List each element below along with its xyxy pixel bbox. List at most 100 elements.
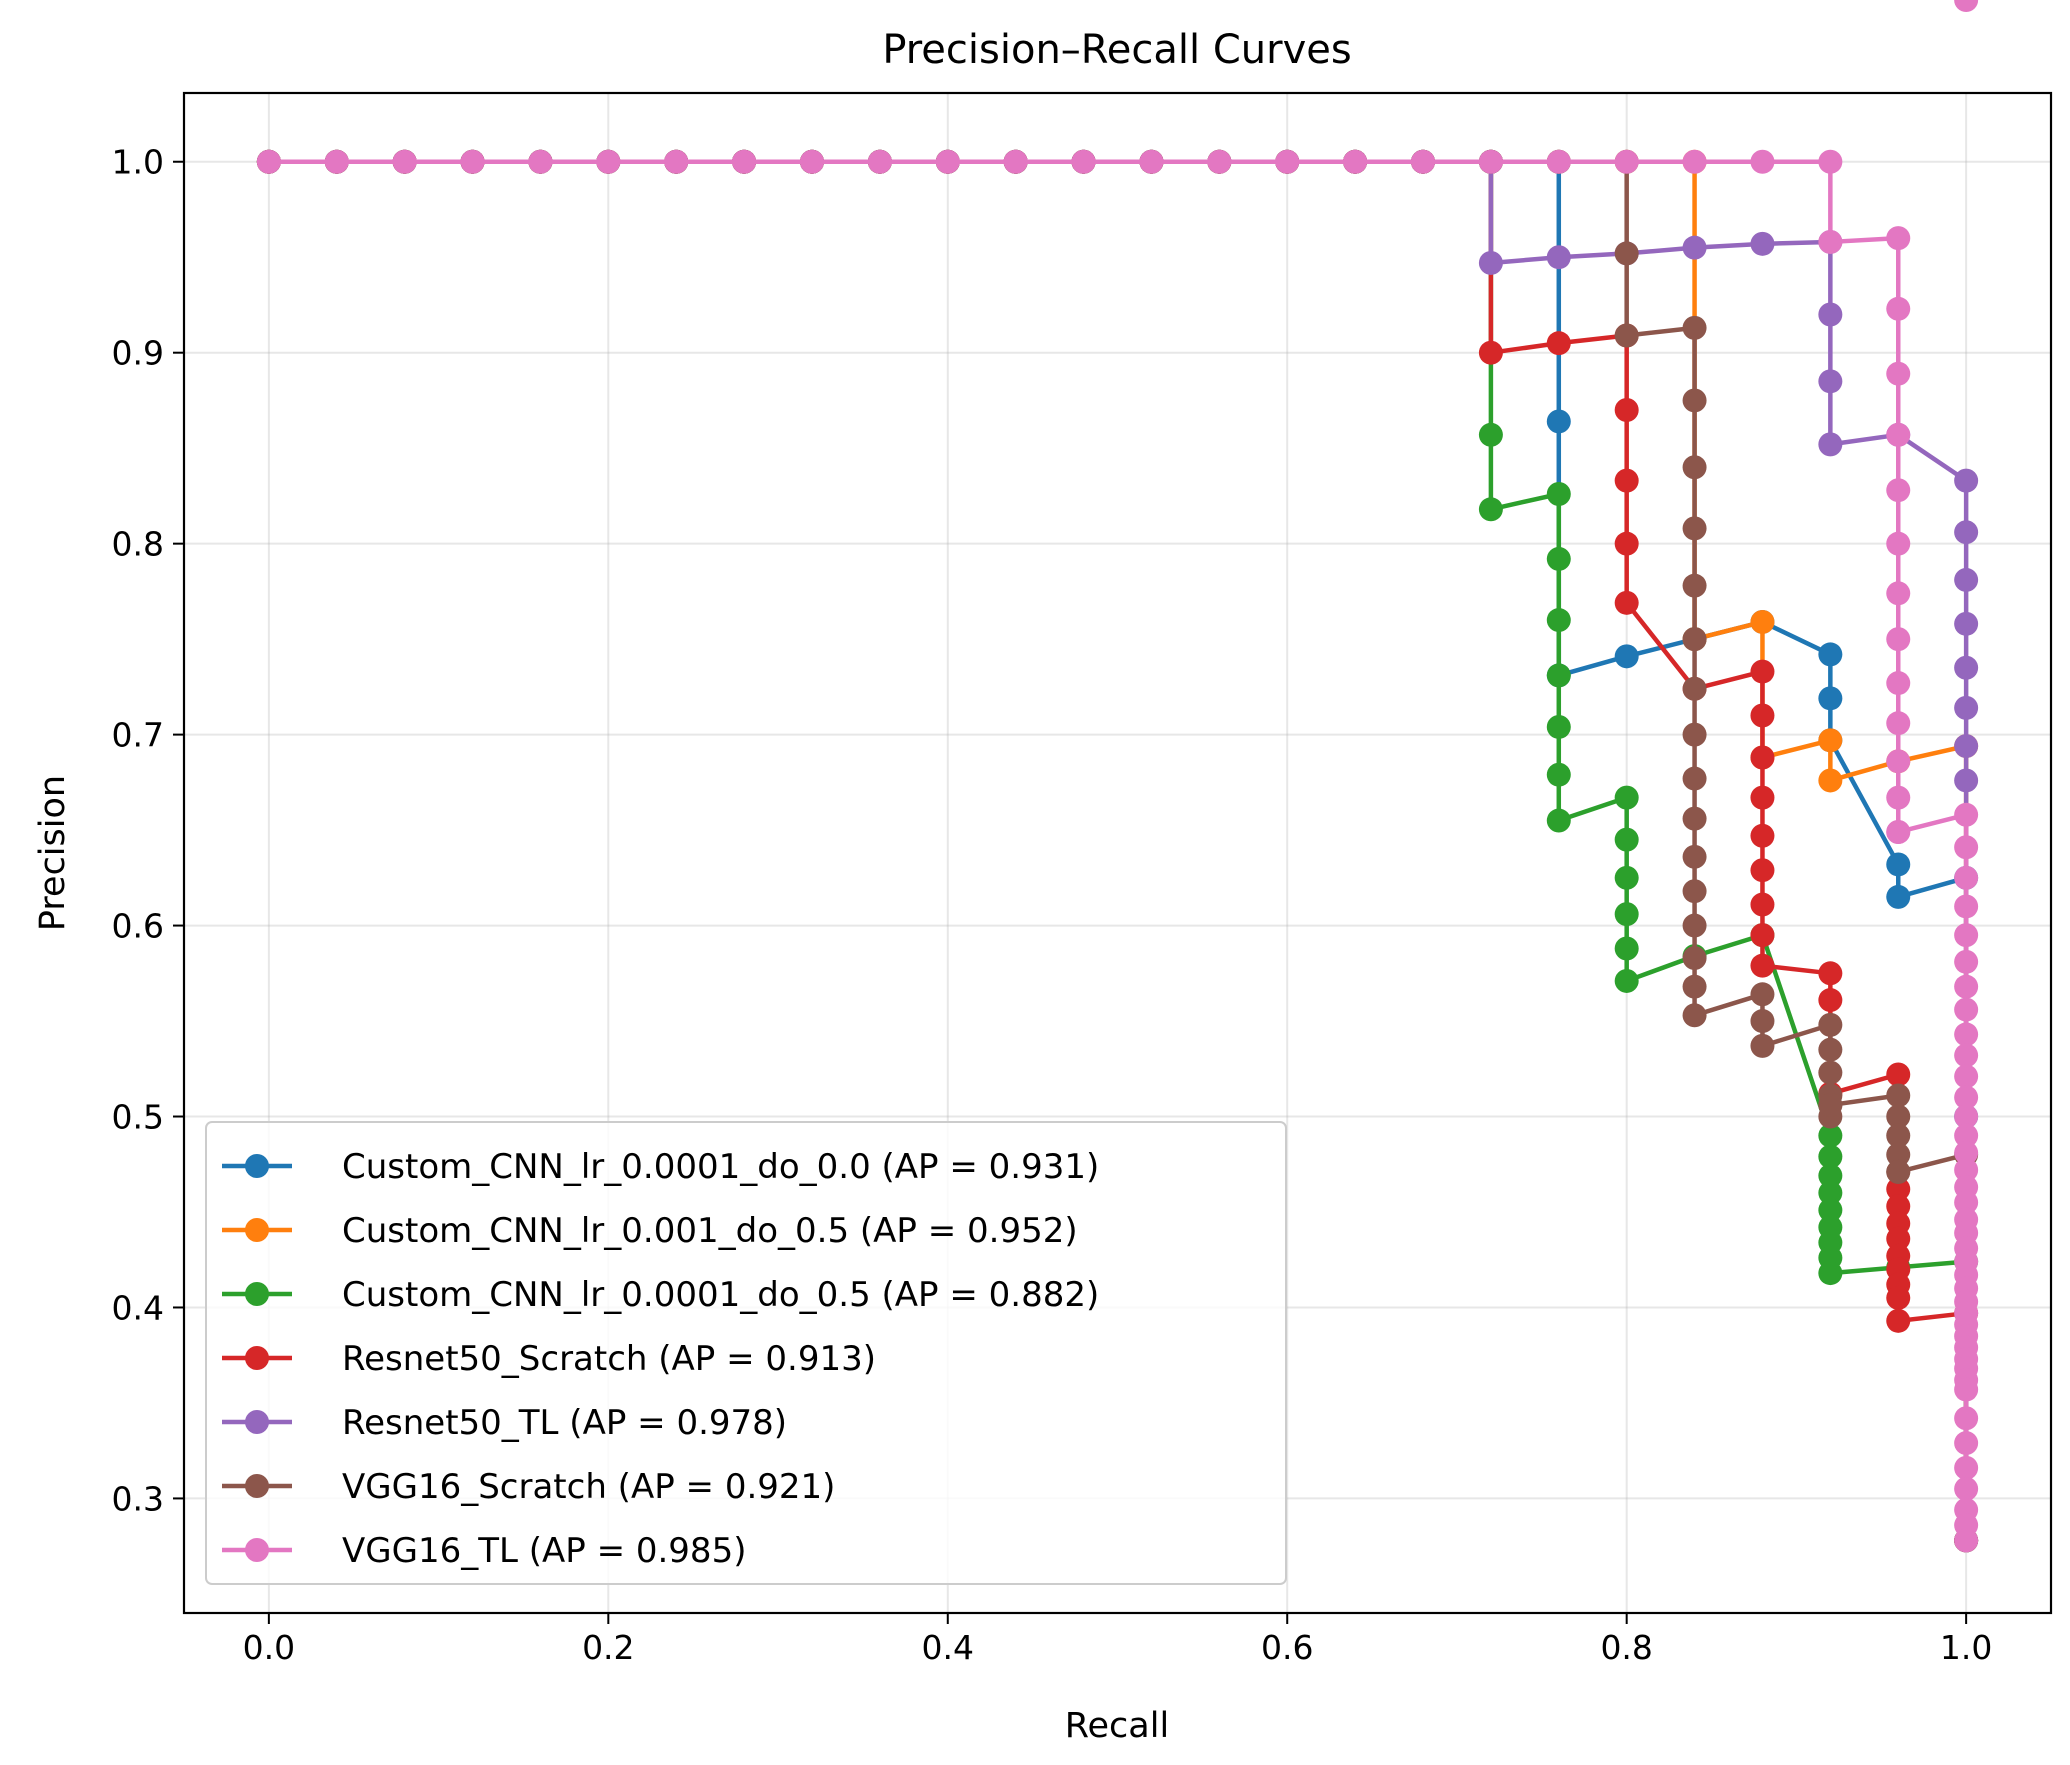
data-point [1750,231,1775,256]
data-point [1614,644,1639,669]
data-point [1954,1123,1979,1148]
data-point [1682,315,1707,340]
legend-marker [245,1474,269,1498]
data-point [1614,149,1639,174]
data-point [1750,609,1775,634]
data-point [1886,581,1911,606]
data-point [1954,1406,1979,1431]
data-point [1546,149,1571,174]
legend-label: VGG16_Scratch (AP = 0.921) [342,1467,835,1507]
data-point [1954,567,1979,592]
data-point [1546,482,1571,507]
data-point [1886,1083,1911,1108]
data-point [1954,1043,1979,1068]
data-point [1954,1190,1979,1215]
data-point [528,149,553,174]
legend-item: VGG16_Scratch (AP = 0.921) [222,1467,835,1507]
data-point [1818,1198,1843,1223]
data-point [1886,819,1911,844]
legend: Custom_CNN_lr_0.0001_do_0.0 (AP = 0.931)… [205,1121,1287,1585]
data-point [1546,714,1571,739]
data-point [1954,1377,1979,1402]
legend-marker [245,1154,269,1178]
data-point [732,149,757,174]
data-point [1818,1123,1843,1148]
data-point [1886,422,1911,447]
x-tick-label: 1.0 [1940,1628,1992,1667]
x-tick-label: 0.2 [582,1628,634,1667]
data-point [1818,369,1843,394]
data-point [935,149,960,174]
data-point [1954,1157,1979,1182]
legend-item: Custom_CNN_lr_0.001_do_0.5 (AP = 0.952) [222,1211,1078,1251]
data-point [1818,229,1843,254]
data-point [1954,974,1979,999]
data-point [1614,323,1639,348]
y-tick-label: 0.8 [112,525,164,564]
data-point [1954,949,1979,974]
data-point [1954,835,1979,860]
data-point [1614,865,1639,890]
data-point [1886,531,1911,556]
data-point [1818,1144,1843,1169]
data-point [1818,1261,1843,1286]
data-point [1818,149,1843,174]
data-point [1682,913,1707,938]
data-point [1003,149,1028,174]
data-point [1071,149,1096,174]
data-point [1546,546,1571,571]
legend-item: VGG16_TL (AP = 0.985) [222,1531,746,1571]
data-point [1954,1022,1979,1047]
data-point [1682,722,1707,747]
legend-label: Custom_CNN_lr_0.001_do_0.5 (AP = 0.952) [342,1211,1078,1251]
x-tick-label: 0.6 [1261,1628,1313,1667]
data-point [1614,468,1639,493]
data-point [324,149,349,174]
data-point [1750,785,1775,810]
data-point [1682,1003,1707,1028]
data-point [799,149,824,174]
data-point [664,149,689,174]
y-tick-label: 0.3 [112,1479,164,1518]
ticks-layer: 0.0 0.2 0.4 0.6 0.8 1.0 0.3 0.4 0.5 0.6 0.7 0.8 0.9 1… [112,143,1993,1667]
data-point [1343,149,1368,174]
data-point [1750,892,1775,917]
data-point [1954,611,1979,636]
data-point [1818,988,1843,1013]
data-point [1886,1194,1911,1219]
data-point [1954,923,1979,948]
data-point [1614,590,1639,615]
data-point [1954,1455,1979,1480]
x-tick-label: 0.4 [922,1628,974,1667]
data-point [1886,711,1911,736]
legend-frame [205,1121,1287,1585]
data-point [1886,1308,1911,1333]
data-point [1682,627,1707,652]
data-point [1818,1163,1843,1188]
data-point [1886,1285,1911,1310]
data-point [1818,1180,1843,1205]
data-point [1954,865,1979,890]
data-point [1614,531,1639,556]
data-point [1954,1140,1979,1165]
data-point [1411,149,1436,174]
y-tick-label: 0.4 [112,1288,164,1327]
data-point [1750,149,1775,174]
data-point [1207,149,1232,174]
data-point [1546,808,1571,833]
data-point [1682,766,1707,791]
data-point [1614,827,1639,852]
data-point [1954,0,1979,12]
data-point [1750,659,1775,684]
data-point [1750,923,1775,948]
data-point [1614,968,1639,993]
data-point [1954,655,1979,680]
data-point [460,149,485,174]
data-point [1682,573,1707,598]
legend-item: Custom_CNN_lr_0.0001_do_0.5 (AP = 0.882) [222,1275,1099,1315]
y-axis-label: Precision [33,775,73,931]
legend-marker [245,1410,269,1434]
data-point [1818,1012,1843,1037]
data-point [392,149,417,174]
